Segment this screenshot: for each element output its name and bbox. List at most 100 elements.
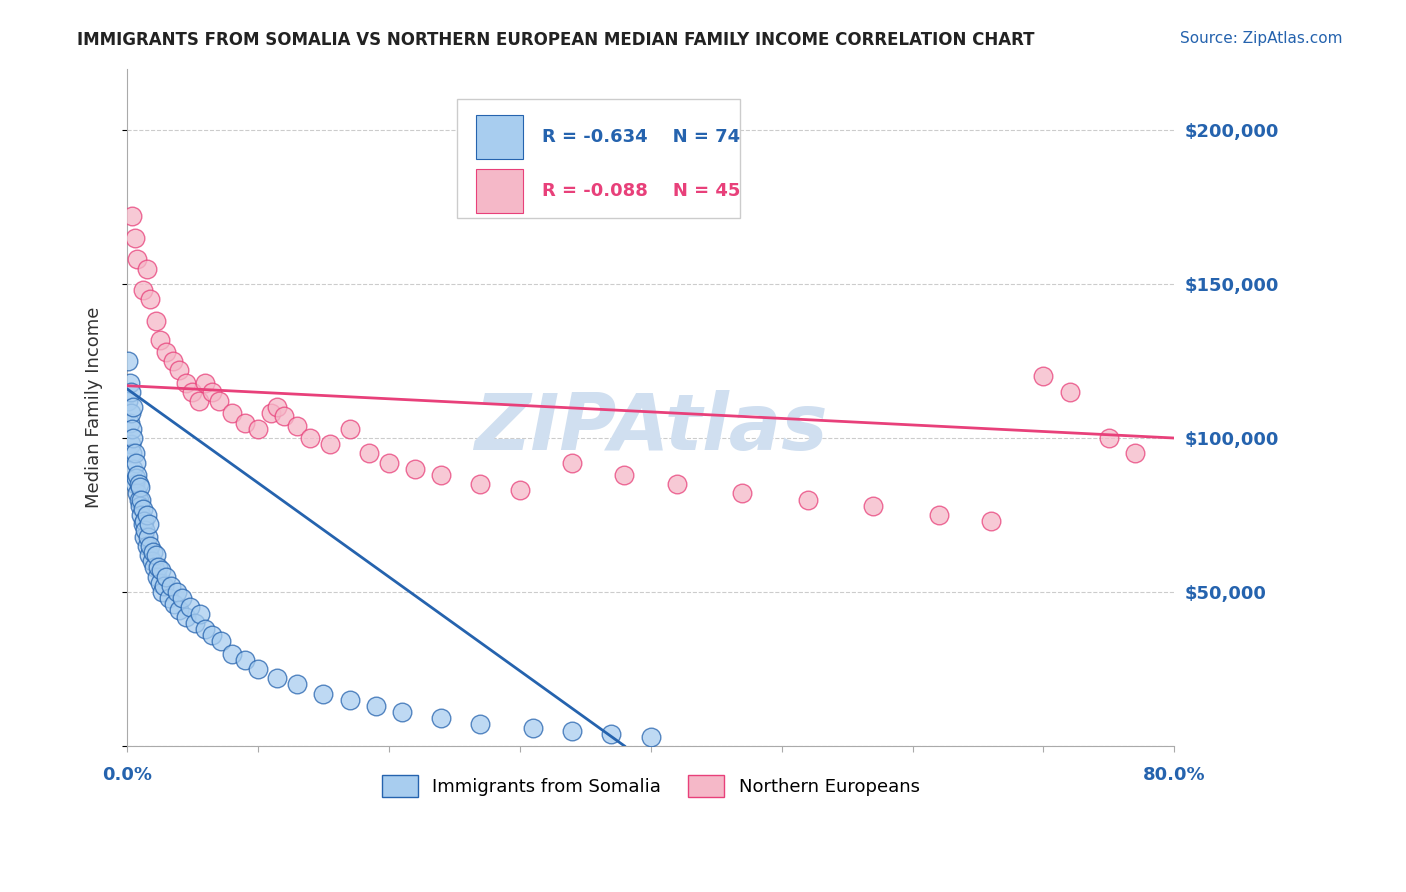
Point	[160, 579, 183, 593]
Point	[131, 492, 153, 507]
Point	[162, 354, 184, 368]
Point	[131, 508, 153, 522]
Point	[613, 468, 636, 483]
Point	[797, 492, 820, 507]
Point	[128, 492, 150, 507]
Bar	[475, 115, 523, 159]
Point	[150, 585, 173, 599]
Point	[146, 569, 169, 583]
Point	[118, 376, 141, 390]
Point	[273, 409, 295, 424]
Point	[120, 384, 142, 399]
Point	[266, 401, 288, 415]
Point	[155, 344, 177, 359]
Point	[285, 677, 308, 691]
Point	[139, 293, 162, 307]
Point	[128, 477, 150, 491]
Point	[1059, 384, 1081, 399]
Point	[138, 548, 160, 562]
Point	[665, 477, 688, 491]
Point	[122, 431, 145, 445]
Point	[118, 416, 141, 430]
Point	[260, 406, 283, 420]
Point	[125, 456, 148, 470]
Point	[299, 431, 322, 445]
Text: R = -0.634    N = 74: R = -0.634 N = 74	[541, 128, 740, 146]
Point	[246, 422, 269, 436]
Text: R = -0.088    N = 45: R = -0.088 N = 45	[541, 183, 740, 201]
Point	[209, 634, 232, 648]
Point	[170, 591, 193, 606]
Point	[131, 283, 153, 297]
Point	[127, 252, 149, 267]
Point	[136, 530, 159, 544]
Point	[561, 456, 583, 470]
Point	[148, 560, 170, 574]
Point	[1032, 369, 1054, 384]
Point	[145, 314, 167, 328]
Point	[319, 437, 342, 451]
Point	[359, 446, 381, 460]
Point	[246, 662, 269, 676]
Point	[470, 477, 492, 491]
Point	[121, 210, 143, 224]
Point	[364, 698, 387, 713]
Point	[522, 721, 544, 735]
Point	[862, 499, 884, 513]
Point	[132, 514, 155, 528]
Point	[201, 628, 224, 642]
Point	[152, 579, 174, 593]
Point	[149, 575, 172, 590]
Point	[404, 462, 426, 476]
Point	[188, 607, 211, 621]
Point	[640, 730, 662, 744]
Point	[124, 231, 146, 245]
Point	[1123, 446, 1146, 460]
Point	[980, 514, 1002, 528]
Point	[120, 437, 142, 451]
Point	[117, 394, 139, 409]
Point	[266, 671, 288, 685]
FancyBboxPatch shape	[457, 99, 740, 218]
Text: IMMIGRANTS FROM SOMALIA VS NORTHERN EUROPEAN MEDIAN FAMILY INCOME CORRELATION CH: IMMIGRANTS FROM SOMALIA VS NORTHERN EURO…	[77, 31, 1035, 49]
Point	[233, 653, 256, 667]
Point	[141, 554, 163, 568]
Point	[139, 539, 162, 553]
Point	[121, 422, 143, 436]
Point	[142, 545, 165, 559]
Point	[124, 477, 146, 491]
Point	[124, 446, 146, 460]
Point	[166, 585, 188, 599]
Text: ZIPAtlas: ZIPAtlas	[474, 390, 827, 466]
Point	[125, 471, 148, 485]
Point	[194, 622, 217, 636]
Point	[339, 693, 361, 707]
Point	[121, 446, 143, 460]
Point	[430, 468, 453, 483]
Point	[430, 711, 453, 725]
Point	[391, 705, 413, 719]
Point	[169, 603, 191, 617]
Point	[138, 517, 160, 532]
Bar	[475, 169, 523, 213]
Point	[135, 539, 157, 553]
Point	[181, 384, 204, 399]
Point	[129, 480, 152, 494]
Point	[187, 394, 209, 409]
Legend: Immigrants from Somalia, Northern Europeans: Immigrants from Somalia, Northern Europe…	[374, 768, 927, 805]
Point	[122, 462, 145, 476]
Point	[163, 598, 186, 612]
Point	[131, 517, 153, 532]
Point	[221, 647, 243, 661]
Point	[122, 401, 145, 415]
Point	[149, 564, 172, 578]
Point	[201, 384, 224, 399]
Point	[169, 363, 191, 377]
Point	[127, 486, 149, 500]
Point	[221, 406, 243, 420]
Point	[194, 376, 217, 390]
Text: 0.0%: 0.0%	[101, 766, 152, 784]
Point	[1098, 431, 1121, 445]
Point	[312, 687, 335, 701]
Text: Source: ZipAtlas.com: Source: ZipAtlas.com	[1180, 31, 1343, 46]
